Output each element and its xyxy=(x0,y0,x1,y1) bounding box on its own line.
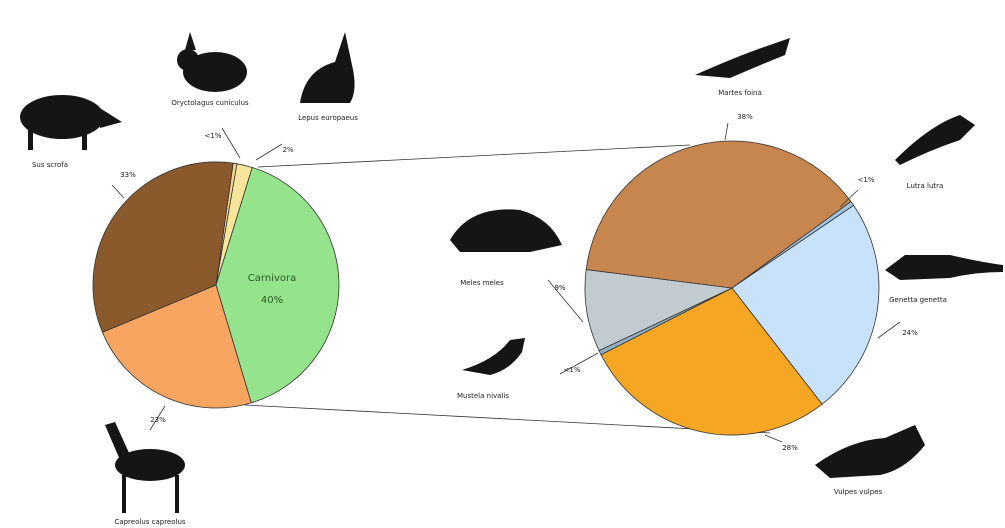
marten-icon xyxy=(695,38,790,78)
slice-value-label: 38% xyxy=(737,113,753,121)
pie-slice xyxy=(215,166,340,404)
slice-name: Lepus europaeus xyxy=(298,114,358,122)
connector-line xyxy=(244,404,771,434)
slice-name: Oryctolagus cuniculus xyxy=(171,99,249,107)
leader-line xyxy=(547,279,584,323)
pie-slice xyxy=(600,287,823,436)
badger-icon xyxy=(450,209,562,252)
leader-line xyxy=(877,321,901,339)
slice-value-label: 28% xyxy=(782,444,798,452)
leader-line xyxy=(149,405,166,431)
pie-slice xyxy=(585,140,852,289)
leader-line xyxy=(221,127,241,159)
leader-line xyxy=(724,122,729,141)
slice-value-label: 33% xyxy=(120,171,136,179)
slice-name: Martes foina xyxy=(718,89,762,97)
hare-icon xyxy=(300,32,355,103)
connector-line xyxy=(257,144,691,168)
connectors xyxy=(244,144,771,434)
pie-slice xyxy=(92,161,234,333)
boar-icon xyxy=(20,95,122,150)
leader-line xyxy=(839,189,859,208)
slice-name: Meles meles xyxy=(460,279,504,287)
silhouettes xyxy=(20,32,1003,513)
leader-line xyxy=(111,184,125,199)
deer-icon xyxy=(105,422,185,513)
fox-icon xyxy=(815,425,925,478)
leader-line xyxy=(559,352,599,375)
slice-value-label: 23% xyxy=(150,416,166,424)
slice-name: Capreolus capreolus xyxy=(114,518,185,526)
slice-value-label: <1% xyxy=(858,176,875,184)
slice-name: Lutra lutra xyxy=(907,182,944,190)
slice-value-label: <1% xyxy=(205,132,222,140)
slice-name: Mustela nivalis xyxy=(457,392,509,400)
pie-slice xyxy=(584,269,734,352)
slice-value-label: 24% xyxy=(902,329,918,337)
slice-name: Vulpes vulpes xyxy=(834,488,883,496)
leader-line xyxy=(255,143,283,161)
slice-name: Genetta genetta xyxy=(889,296,947,304)
slice-value-label: 9% xyxy=(554,284,565,292)
slice-value-label: 40% xyxy=(261,295,283,306)
weasel-icon xyxy=(462,338,525,375)
slice-value-label: <1% xyxy=(564,366,581,374)
slice-name: Carnivora xyxy=(248,273,296,284)
pie-slice xyxy=(731,204,880,405)
slice-name: Sus scrofa xyxy=(32,161,68,169)
slice-value-label: 2% xyxy=(282,146,293,154)
otter-icon xyxy=(895,115,975,165)
pies: Oryctolagus cuniculus <1% Lepus europaeus 2… xyxy=(32,89,947,526)
rabbit-icon xyxy=(177,32,247,92)
genet-icon xyxy=(885,255,1003,280)
leader-line xyxy=(764,434,783,443)
pie-slice xyxy=(101,284,252,409)
